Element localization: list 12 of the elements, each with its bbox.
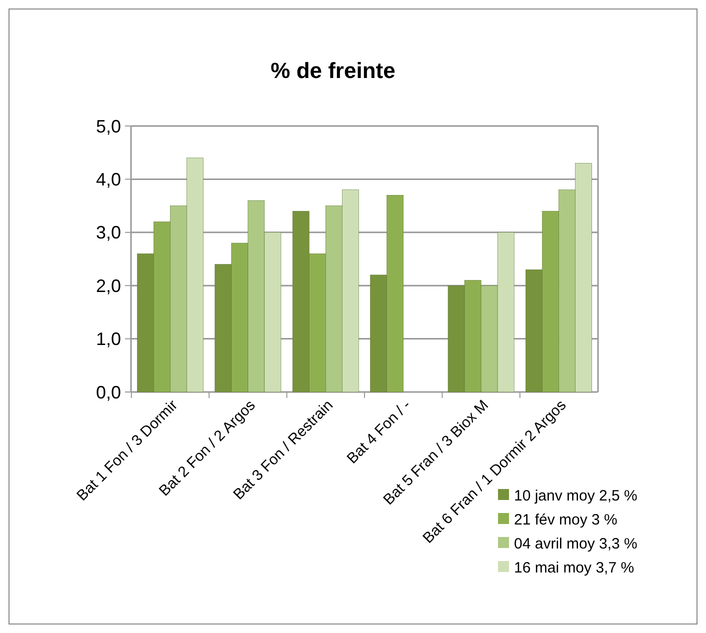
y-tick-label: 5,0 <box>96 116 121 136</box>
y-tick-label: 0,0 <box>96 382 121 402</box>
y-tick-label: 1,0 <box>96 329 121 350</box>
x-tick-label: Bat 4 Fon / - <box>344 396 414 468</box>
legend-label: 16 mai moy 3,7 % <box>514 559 634 576</box>
legend-label: 21 fév moy 3 % <box>514 511 618 528</box>
y-tick-label: 4,0 <box>96 170 121 190</box>
y-tick-label: 3,0 <box>96 222 121 243</box>
chart-title: % de freinte <box>270 58 396 83</box>
legend-label: 04 avril moy 3,3 % <box>514 535 638 552</box>
legend-label: 10 janv moy 2,5 % <box>514 487 638 504</box>
y-tick-label: 2,0 <box>96 276 121 296</box>
